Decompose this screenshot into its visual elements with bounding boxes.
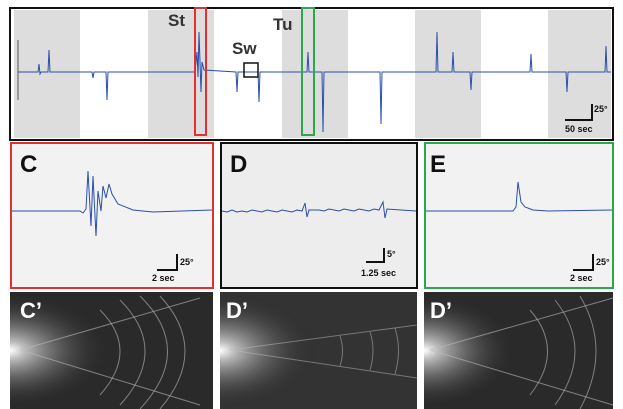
- panel-c: C 25° 2 sec: [10, 142, 214, 289]
- scale-angle: 5°: [387, 249, 396, 259]
- label-sw: Sw: [232, 39, 257, 58]
- image-label: C’: [20, 298, 42, 323]
- panel-e: E 25° 2 sec: [424, 142, 614, 289]
- scale-time: 1.25 sec: [361, 268, 396, 278]
- image-label: D’: [430, 298, 452, 323]
- scale-angle: 25°: [594, 104, 608, 114]
- panel-letter: D: [230, 151, 247, 178]
- scale-angle: 25°: [596, 257, 610, 267]
- panel-letter: E: [430, 151, 446, 178]
- label-st: St: [168, 11, 185, 30]
- panel-letter: C: [20, 151, 37, 178]
- top-panel: St Sw Tu 25° 50 sec: [9, 7, 614, 141]
- scale-angle: 25°: [180, 257, 194, 267]
- images: C’ D’ D’: [10, 292, 614, 409]
- label-tu: Tu: [273, 15, 293, 34]
- panel-d: D 5° 1.25 sec: [220, 142, 418, 289]
- scale-time: 2 sec: [152, 273, 175, 283]
- scale-time: 50 sec: [565, 124, 593, 134]
- scale-time: 2 sec: [570, 273, 593, 283]
- image-label: D’: [226, 298, 248, 323]
